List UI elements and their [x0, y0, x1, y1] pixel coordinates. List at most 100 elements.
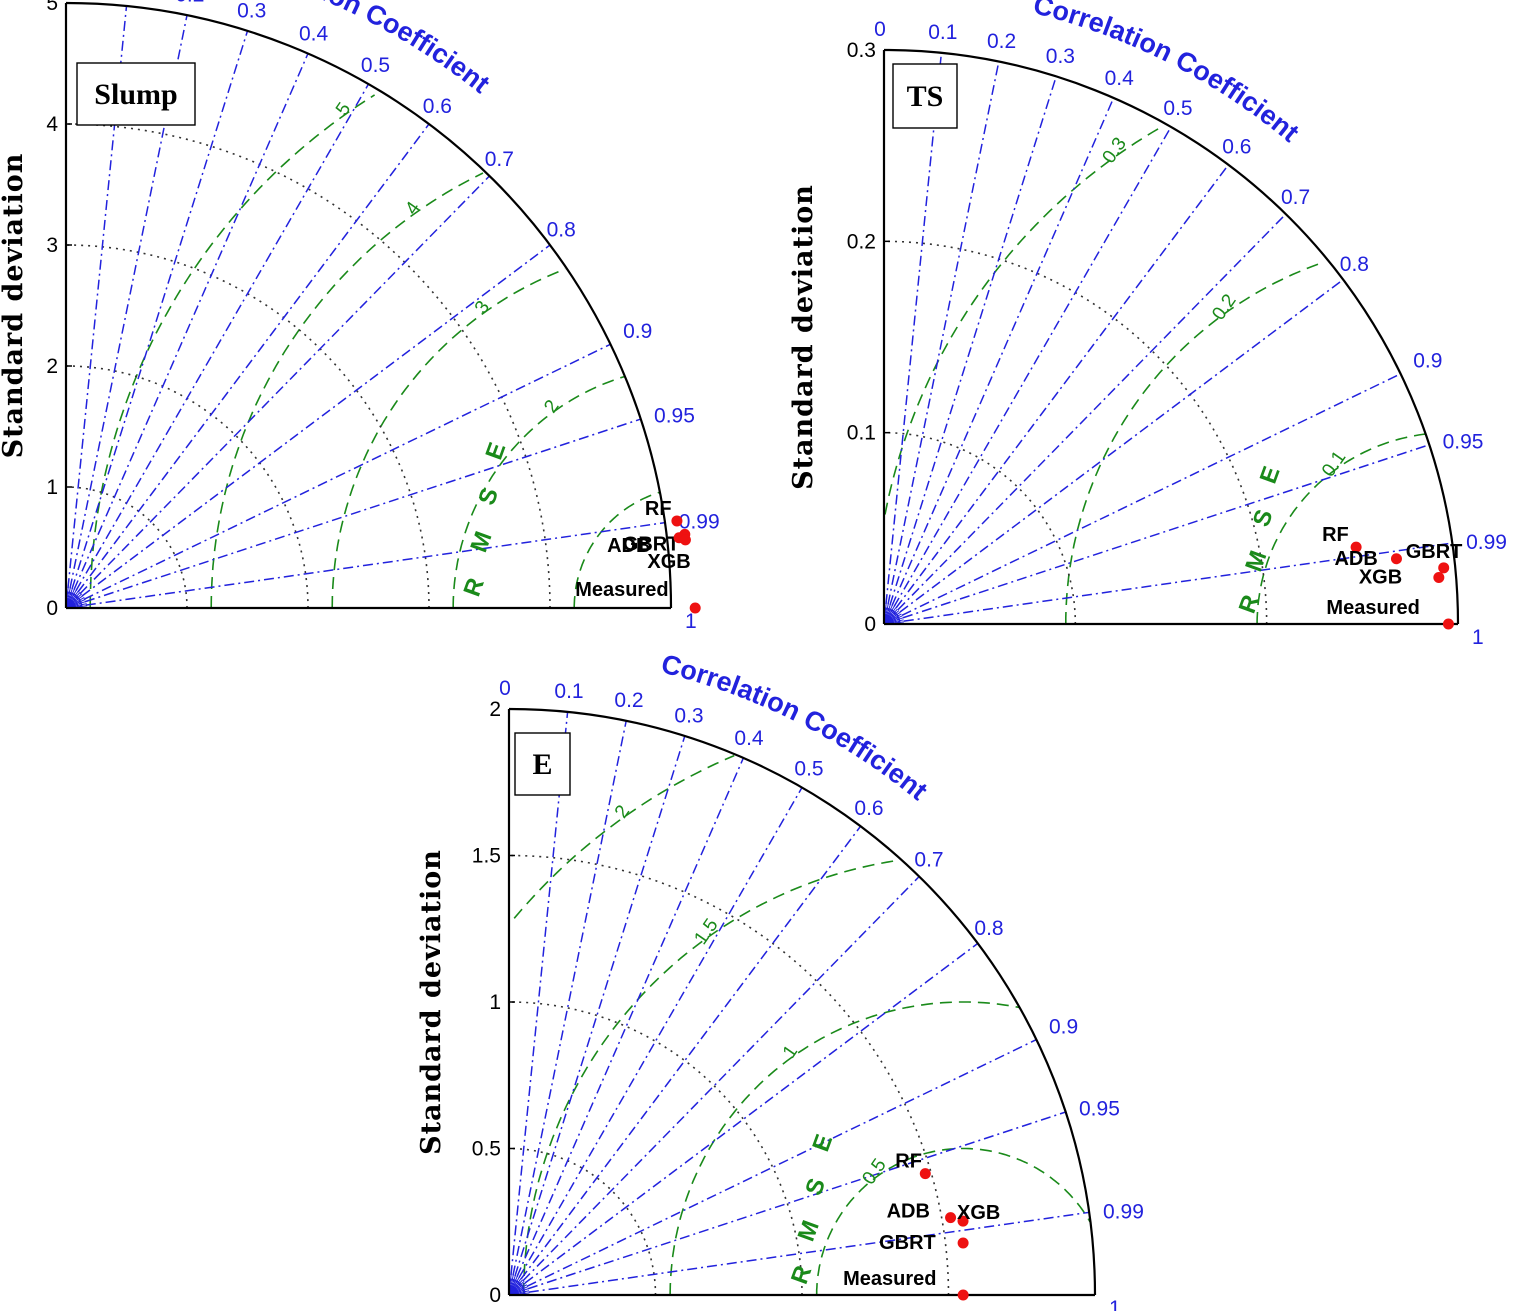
rmse-arc	[89, 94, 376, 609]
rmse-arc	[1256, 433, 1426, 624]
point-label-rf: RF	[895, 1151, 922, 1173]
point-xgb	[679, 534, 691, 546]
rmse-letter: M	[465, 528, 497, 556]
rmse-arc-label: 2	[611, 801, 634, 822]
point-label-gbrt: GBRT	[879, 1232, 936, 1254]
point-rf	[1350, 541, 1362, 553]
rmse-letter: S	[1248, 506, 1279, 530]
rmse-arc-label: 0.2	[1208, 291, 1240, 325]
correlation-tick-label: 0.1	[928, 21, 957, 44]
point-measured	[1442, 618, 1454, 630]
rmse-letter: S	[800, 1175, 831, 1199]
ts-taylor-panel: 00.10.20.30 0.1 0.20.30.40.50.60.70.80.90.…	[788, 0, 1507, 649]
correlation-line	[508, 1111, 1066, 1296]
std-dev-arc	[65, 365, 309, 609]
point-gbrt	[1438, 562, 1450, 574]
origin-fan-arc	[883, 611, 897, 625]
outer-arc	[508, 707, 1097, 1296]
rmse-arc	[1065, 261, 1325, 624]
std-tick-label: 4	[46, 113, 58, 136]
correlation-line	[883, 373, 1401, 625]
point-label-measured: Measured	[843, 1268, 936, 1290]
rmse-arc	[573, 491, 661, 608]
correlation-line	[65, 343, 611, 609]
rmse-arc-label: 3	[471, 297, 494, 318]
point-measured	[957, 1289, 969, 1301]
origin-fan-arc	[508, 1278, 526, 1296]
point-xgb	[1433, 571, 1445, 583]
rmse-arc	[452, 375, 625, 608]
std-dev-arc	[883, 240, 1268, 625]
correlation-tick-label: 1	[1109, 1297, 1121, 1311]
correlation-tick-label: 0.8	[547, 219, 576, 242]
std-tick-label: 5	[46, 0, 58, 15]
y-axis-label: Standard deviation	[0, 153, 29, 459]
rmse-arc-label: 1	[779, 1041, 802, 1062]
correlation-line	[508, 711, 569, 1296]
correlation-tick-label: 0.6	[854, 797, 883, 820]
rmse-arc-label: 0.3	[1099, 134, 1131, 168]
correlation-line	[883, 97, 1115, 625]
correlation-tick-label: 0.4	[299, 23, 329, 46]
std-dev-arc	[65, 244, 430, 609]
rmse-arc-label: 4	[401, 198, 425, 219]
point-label-gbrt: GBRT	[623, 533, 680, 555]
correlation-tick-label: 0.4	[1105, 67, 1135, 90]
correlation-tick-label: 0	[499, 677, 511, 700]
correlation-line	[883, 52, 943, 625]
std-tick-label: 0	[46, 597, 58, 620]
std-tick-label: 1	[489, 991, 501, 1014]
correlation-tick-label: 0.7	[485, 148, 514, 171]
origin-fan-arc	[65, 591, 83, 609]
correlation-line	[65, 175, 491, 609]
correlation-tick-label: 0.2	[175, 0, 204, 7]
panel-title: E	[532, 748, 552, 781]
correlation-tick-label: 0.9	[623, 320, 652, 343]
correlation-line	[65, 521, 666, 609]
point-measured	[689, 602, 701, 614]
correlation-line	[65, 418, 641, 609]
correlation-line	[508, 720, 627, 1296]
correlation-line	[883, 444, 1430, 625]
rmse-letter: R	[1234, 591, 1265, 617]
correlation-line	[65, 123, 430, 609]
point-label-gbrt: GBRT	[1406, 541, 1463, 563]
point-label-adb: ADB	[1334, 548, 1377, 570]
std-tick-label: 0.3	[847, 39, 876, 62]
outer-arc	[883, 48, 1460, 625]
correlation-tick-label: 0.8	[974, 917, 1003, 940]
rmse-arc-label: 5	[332, 99, 355, 120]
point-xgb	[957, 1215, 969, 1227]
correlation-line	[883, 213, 1287, 625]
correlation-tick-label: 0.3	[237, 0, 266, 23]
rmse-arc-label: 1.5	[690, 915, 722, 949]
correlation-line	[65, 30, 249, 609]
correlation-tick-label: 0.8	[1340, 253, 1369, 276]
rmse-arc	[815, 1147, 1091, 1295]
rmse-arc-label: 0.5	[858, 1155, 890, 1189]
rmse-letter: R	[786, 1262, 817, 1288]
panel-title-box	[76, 62, 196, 126]
y-axis-label: Standard deviation	[788, 184, 819, 490]
origin-fan-arc	[508, 1282, 522, 1296]
panel-title-box	[514, 732, 571, 796]
std-tick-label: 0	[864, 613, 876, 636]
std-tick-label: 0.1	[847, 422, 876, 445]
rmse-arc	[331, 268, 566, 609]
correlation-line	[883, 164, 1230, 625]
point-rf	[671, 515, 683, 527]
rmse-arc	[884, 126, 1162, 515]
correlation-tick-label: 0.5	[1163, 97, 1192, 120]
correlation-tick-label: 0.5	[794, 757, 823, 780]
correlation-line	[508, 1038, 1037, 1296]
origin-fan-arc	[883, 607, 901, 625]
correlation-tick-label: 0.5	[361, 54, 390, 77]
correlation-tick-label: 0.95	[1443, 430, 1484, 453]
rmse-arc	[513, 754, 735, 919]
correlation-tick-label: 0.2	[614, 689, 643, 712]
correlation-line	[508, 1211, 1090, 1296]
correlation-tick-label: 0.99	[679, 511, 720, 534]
std-tick-label: 0.2	[847, 230, 876, 253]
point-label-xgb: XGB	[647, 551, 690, 573]
correlation-line	[508, 735, 686, 1296]
